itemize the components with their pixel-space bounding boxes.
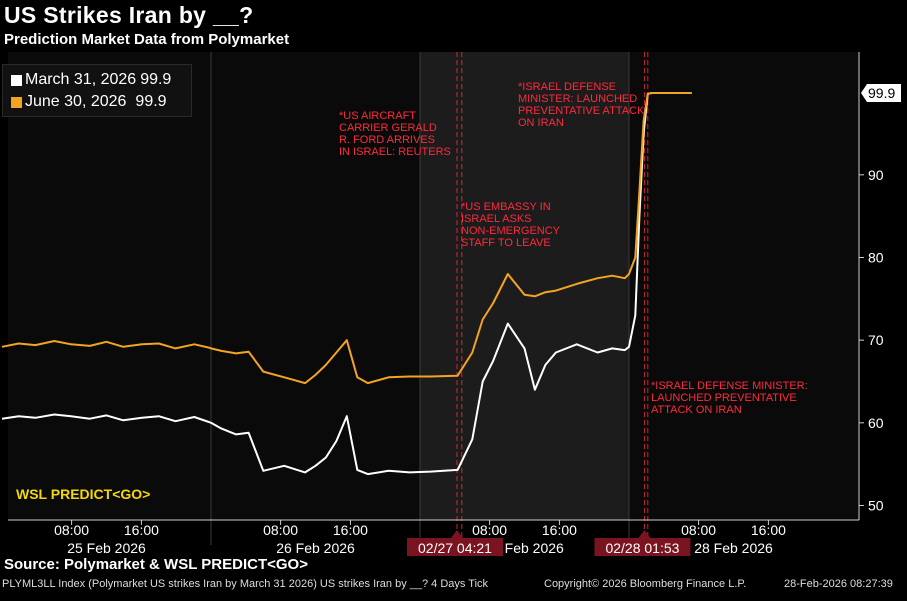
- legend-item-march: March 31, 2026 99.9: [11, 69, 191, 91]
- source-line: Source: Polymarket & WSL PREDICT<GO>: [4, 556, 308, 573]
- annotation-1-line-2: NON-EMERGENCY: [461, 225, 561, 237]
- annotation-2-line-2: PREVENTATIVE ATTACK: [518, 105, 645, 117]
- y-tick-label-70: 70: [868, 332, 884, 348]
- annotation-2-line-3: ON IRAN: [518, 117, 564, 129]
- legend-value-june: 99.9: [135, 93, 167, 110]
- event-marker-box-1: [594, 538, 691, 556]
- y-tick-label-90: 90: [868, 167, 884, 183]
- footer-copyright: Copyright© 2026 Bloomberg Finance L.P.: [544, 578, 747, 590]
- event-marker-arrow-0: [450, 530, 463, 538]
- annotation-3: *ISRAEL DEFENSE MINISTER:LAUNCHED PREVEN…: [651, 380, 808, 416]
- legend-swatch-orange: [11, 96, 22, 108]
- date-label-2: 27 Feb 2026: [485, 540, 564, 556]
- legend-item-june: June 30, 2026 99.9: [11, 91, 191, 113]
- annotation-1-line-0: *US EMBASSY IN: [461, 201, 551, 213]
- legend-label-june: June 30, 2026: [25, 93, 127, 110]
- event-marker-label-0: 02/27 04:21: [418, 540, 492, 556]
- date-label-0: 25 Feb 2026: [67, 540, 146, 556]
- x-tick-label-0: 08:00: [54, 522, 89, 538]
- annotation-2-line-0: *ISRAEL DEFENSE: [518, 81, 616, 93]
- last-value-label: 99.9: [868, 85, 895, 101]
- shaded-region: [420, 52, 629, 520]
- annotation-1-line-1: ISRAEL ASKS: [461, 213, 532, 225]
- x-tick-label-6: 08:00: [681, 522, 716, 538]
- date-label-1: 26 Feb 2026: [276, 540, 355, 556]
- annotation-3-line-0: *ISRAEL DEFENSE MINISTER:: [651, 380, 808, 392]
- y-tick-label-80: 80: [868, 249, 884, 265]
- annotation-3-line-1: LAUNCHED PREVENTATIVE: [651, 392, 797, 404]
- chart-title: US Strikes Iran by __?: [4, 2, 254, 28]
- annotation-0-line-2: R. FORD ARRIVES: [339, 134, 435, 146]
- x-tick-label-5: 16:00: [542, 522, 577, 538]
- event-marker-box-0: [406, 538, 503, 556]
- x-tick-label-2: 08:00: [263, 522, 298, 538]
- annotation-0-line-0: *US AIRCRAFT: [339, 110, 416, 122]
- legend: March 31, 2026 99.9 June 30, 2026 99.9: [2, 64, 192, 117]
- x-tick-label-4: 08:00: [472, 522, 507, 538]
- series-line-june: [1, 92, 692, 385]
- x-tick-label-1: 16:00: [124, 522, 159, 538]
- annotation-3-line-2: ATTACK ON IRAN: [651, 404, 742, 416]
- chart-subtitle: Prediction Market Data from Polymarket: [4, 31, 290, 48]
- footer-timestamp: 28-Feb-2026 08:27:39: [784, 578, 893, 590]
- annotation-1-line-3: STAFF TO LEAVE: [461, 237, 551, 249]
- x-tick-label-7: 16:00: [751, 522, 786, 538]
- wsl-predict-tag: WSL PREDICT<GO>: [16, 486, 151, 502]
- event-marker-arrow-1: [638, 530, 651, 538]
- annotation-2-line-1: MINISTER: LAUNCHED: [518, 93, 637, 105]
- footer-index-description: PLYML3LL Index (Polymarket US strikes Ir…: [2, 578, 489, 590]
- legend-value-march: 99.9: [140, 71, 172, 88]
- y-tick-label-50: 50: [868, 497, 884, 513]
- date-label-3: 28 Feb 2026: [694, 540, 773, 556]
- y-tick-label-60: 60: [868, 415, 884, 431]
- legend-swatch-white: [11, 74, 22, 86]
- x-tick-label-3: 16:00: [333, 522, 368, 538]
- legend-label-march: March 31, 2026: [25, 71, 137, 88]
- series-line-march: [1, 92, 692, 476]
- annotation-0-line-1: CARRIER GERALD: [339, 122, 437, 134]
- event-marker-label-1: 02/28 01:53: [605, 540, 679, 556]
- annotation-0-line-3: IN ISRAEL: REUTERS: [339, 146, 451, 158]
- last-value-tag: [861, 84, 901, 102]
